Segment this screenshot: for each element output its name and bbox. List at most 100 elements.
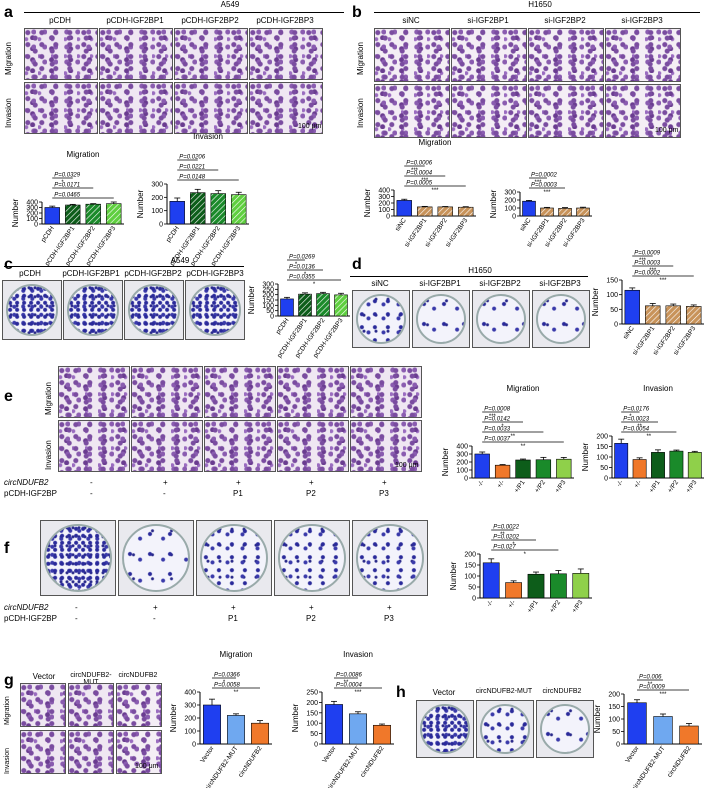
panel-b-header-2: si-IGF2BP1 <box>467 16 509 25</box>
y-tick-label: 200 <box>464 552 476 559</box>
panel-f-circ-val: - <box>75 603 78 612</box>
panel-c-header-4: pCDH-IGF2BP3 <box>186 269 244 278</box>
panel-f-pcdh-val: P3 <box>384 614 394 623</box>
chart-h-colony: P=0.006**P=0.0009*** 0 50 100 150 200 Number Ve… <box>593 675 702 788</box>
significance-stars: *** <box>534 180 542 186</box>
x-tick-label: Vector <box>199 744 216 764</box>
y-tick-label: 300 <box>262 282 274 289</box>
panel-e-circ-val: + <box>382 478 387 487</box>
chart-title: Migration <box>507 384 540 393</box>
x-tick-label: pCDH <box>40 225 56 244</box>
scale-bar-label: 100 μm <box>135 763 159 770</box>
y-tick-label: 200 <box>456 460 468 467</box>
panel-f-pcdh-val: P2 <box>306 614 316 623</box>
panel-c-cell-line: A549 <box>170 256 190 265</box>
panel-d-header-4: si-IGF2BP3 <box>539 279 581 288</box>
panel-e-pcdh-val: P3 <box>379 489 389 498</box>
panel-letter-f: f <box>4 540 10 557</box>
colony-dish <box>196 520 272 596</box>
panel-e-circ-val: + <box>236 478 241 487</box>
bar <box>494 464 511 479</box>
bar <box>325 704 343 745</box>
p-value-label: P=0.0269 <box>289 255 316 261</box>
y-tick-label: 100 <box>306 721 318 728</box>
significance-stars: * <box>304 272 307 278</box>
bar <box>437 206 453 217</box>
micrograph <box>350 366 422 418</box>
panel-h-header-3: circNDUFB2 <box>542 688 582 695</box>
y-axis-label: Number <box>449 561 458 590</box>
significance-stars: * <box>223 680 226 686</box>
panel-c-header-2: pCDH-IGF2BP1 <box>62 269 120 278</box>
bar <box>210 193 226 225</box>
y-tick-label: 0 <box>34 222 38 229</box>
p-value-label: P=0.0176 <box>623 407 650 413</box>
x-tick-label: Vector <box>321 744 338 764</box>
significance-stars: *** <box>411 168 419 174</box>
panel-h-header-1: Vector <box>432 688 456 697</box>
x-tick-label: pCDH <box>165 225 181 244</box>
significance-stars: * <box>501 424 504 430</box>
panel-a-header-2: pCDH-IGF2BP1 <box>106 16 164 25</box>
panel-d-header-2: si-IGF2BP1 <box>419 279 461 288</box>
panel-e-row-migration: Migration <box>44 382 53 415</box>
significance-stars: * <box>295 262 298 268</box>
y-tick-label: 200 <box>608 692 620 699</box>
panel-a-header-1: pCDH <box>49 16 71 25</box>
p-value-label: P=0.0002 <box>531 173 558 179</box>
y-axis-label: Number <box>136 189 145 218</box>
significance-stars: ** <box>234 690 239 696</box>
y-axis-label: Number <box>489 189 498 218</box>
x-tick-label: +/P2 <box>549 599 563 614</box>
micrograph <box>451 28 527 82</box>
panel-letter-g: g <box>4 672 14 689</box>
significance-stars: ** <box>510 434 515 440</box>
y-tick-label: 400 <box>378 188 390 195</box>
panel-g-header-3: circNDUFB2 <box>118 672 158 679</box>
panel-f-pcdh-val: P1 <box>228 614 238 623</box>
colony-dish <box>2 280 62 340</box>
y-tick-label: 0 <box>270 314 274 321</box>
significance-stars: ** <box>648 682 653 688</box>
y-tick-label: 150 <box>596 444 608 451</box>
y-tick-label: 400 <box>184 690 196 697</box>
panel-f-circ-val: + <box>231 603 236 612</box>
p-value-label: P=0.0355 <box>289 275 316 281</box>
y-tick-label: 400 <box>26 200 38 207</box>
y-tick-label: 150 <box>306 710 318 717</box>
bar <box>298 293 312 317</box>
y-tick-label: 100 <box>596 455 608 462</box>
colony-dish <box>63 280 123 340</box>
colony-dish <box>274 520 350 596</box>
micrograph <box>20 683 66 727</box>
bar <box>576 207 590 217</box>
y-tick-label: 250 <box>306 690 318 697</box>
x-tick-label: siNC <box>519 217 533 233</box>
bar <box>679 725 699 745</box>
micrograph <box>350 420 422 472</box>
panel-letter-a: a <box>4 4 13 21</box>
y-tick-label: 300 <box>456 452 468 459</box>
significance-stars: * <box>61 180 64 186</box>
y-tick-label: 300 <box>378 194 390 201</box>
y-tick-label: 0 <box>464 476 468 483</box>
colony-dish <box>412 290 470 348</box>
significance-stars: *** <box>354 690 362 696</box>
bar <box>645 305 661 325</box>
chart-g-migration: Migration P=0.0366*P=0.0058** 0 100 200 300 40… <box>169 650 272 788</box>
colony-dish <box>185 280 245 340</box>
p-value-label: P=0.0366 <box>214 673 241 679</box>
bar <box>482 562 500 599</box>
y-tick-label: 400 <box>456 444 468 451</box>
significance-stars: *** <box>489 414 497 420</box>
x-tick-label: siNC <box>622 325 636 341</box>
x-tick-label: circNDUFB2 <box>237 745 264 779</box>
p-value-label: P=0.0009 <box>634 251 661 257</box>
x-tick-label: Vector <box>624 744 641 764</box>
y-axis-label: Number <box>247 285 256 314</box>
significance-stars: * <box>313 282 316 288</box>
x-tick-label: +/P3 <box>554 479 568 494</box>
y-axis-label: Number <box>441 447 450 476</box>
chart-b-invasion: P=0.0002***P=0.0003***0100200300Numbersi… <box>489 173 592 249</box>
significance-stars: ** <box>344 680 349 686</box>
